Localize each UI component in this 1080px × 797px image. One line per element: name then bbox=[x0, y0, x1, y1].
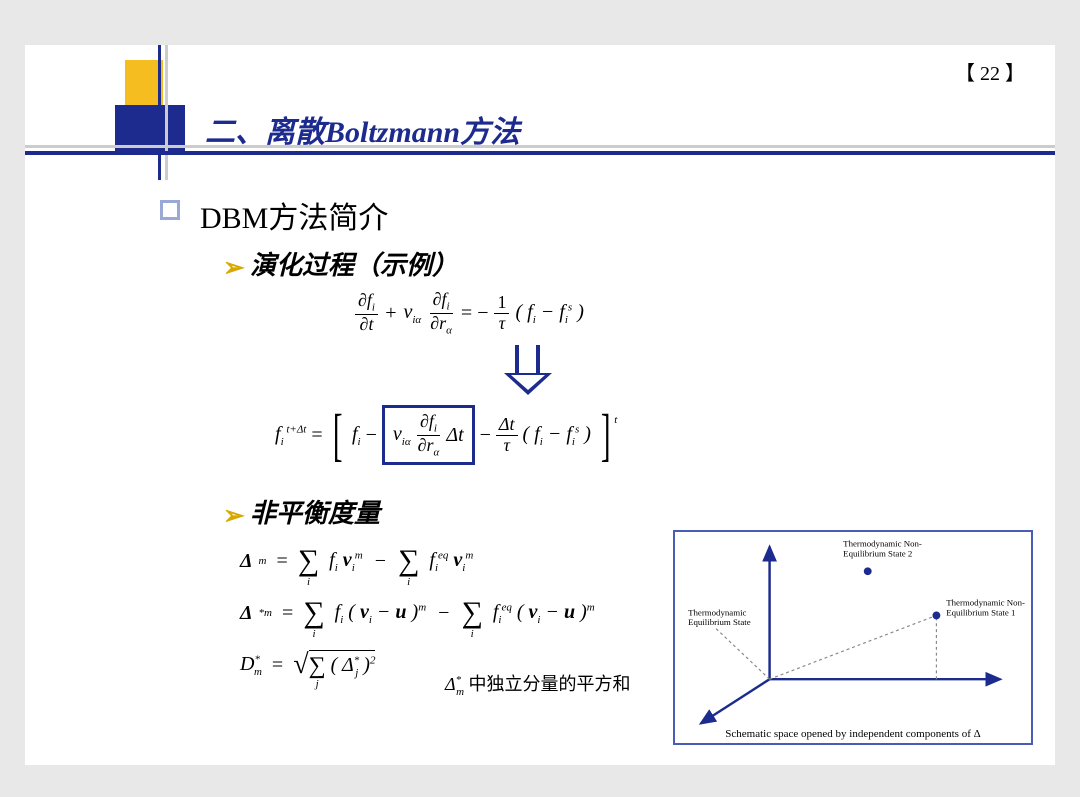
equation-1: ∂fi ∂t + viα ∂fi ∂rα = − 1 τ ( fi − fis … bbox=[355, 290, 584, 336]
section-heading: DBM方法简介 bbox=[200, 193, 388, 237]
slide-title: 二、离散Boltzmann方法 bbox=[205, 107, 520, 151]
arrow-bullet-icon: ➢ bbox=[223, 501, 245, 531]
label-noneq2: Thermodynamic Non- Equilibrium State 2 bbox=[843, 539, 924, 559]
vline-gray bbox=[165, 45, 168, 180]
label-noneq1: Thermodynamic Non- Equilibrium State 1 bbox=[946, 598, 1027, 618]
equation-delta-m-star: Δ*m = ∑i fi ( vi − u )m − ∑i fieq ( vi −… bbox=[240, 592, 595, 634]
boxed-term: viα ∂fi ∂rα Δt bbox=[382, 405, 475, 465]
slide: 【 22 】 二、离散Boltzmann方法 DBM方法简介 ➢ 演化过程（示例… bbox=[25, 45, 1055, 765]
equation-2: fi t+Δt = [ fi − viα ∂fi ∂rα Δt − Δt τ (… bbox=[275, 405, 617, 465]
subsection-1: 演化过程（示例） bbox=[250, 245, 458, 282]
vline-navy bbox=[158, 45, 161, 180]
arrow-bullet-icon: ➢ bbox=[223, 253, 245, 283]
hline-gray bbox=[25, 145, 1055, 148]
down-arrow-icon bbox=[515, 345, 552, 395]
hline-navy bbox=[25, 151, 1055, 155]
note-text: Δ*m 中独立分量的平方和 bbox=[445, 670, 631, 698]
header-decoration bbox=[25, 45, 1055, 185]
schematic-diagram: Thermodynamic Equilibrium State Thermody… bbox=[673, 530, 1033, 745]
schematic-caption: Schematic space opened by independent co… bbox=[675, 728, 1031, 740]
equation-delta-m: Δm = ∑i fi vim − ∑i fieq vim bbox=[240, 540, 595, 582]
label-eq-state: Thermodynamic Equilibrium State bbox=[688, 607, 751, 627]
subsection-2: 非平衡度量 bbox=[250, 493, 380, 530]
square-bullet-icon bbox=[160, 200, 180, 220]
